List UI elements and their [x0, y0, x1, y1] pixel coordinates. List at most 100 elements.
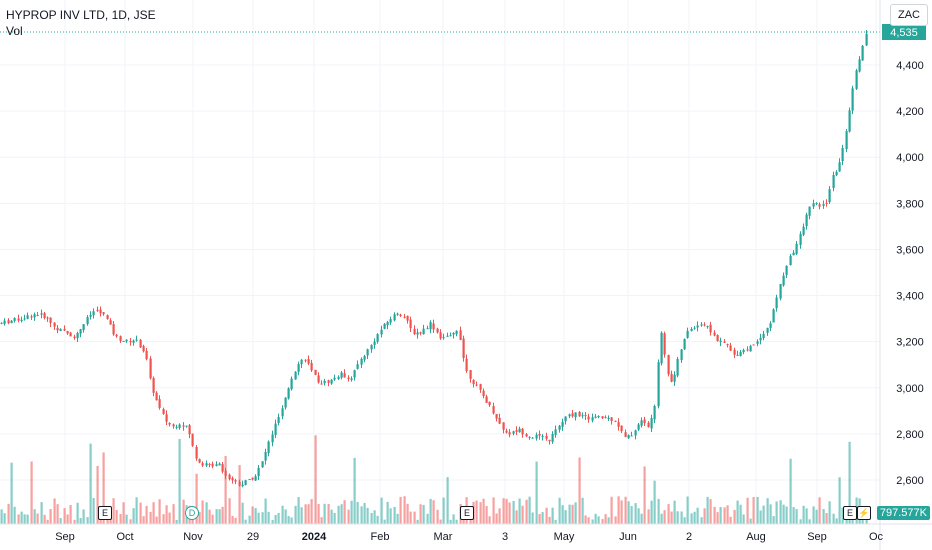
candle-body: [79, 329, 82, 334]
earnings-event-marker[interactable]: E: [843, 506, 857, 520]
volume-value-badge: 797.577K: [876, 506, 930, 520]
volume-bar: [690, 513, 693, 524]
volume-bar: [739, 504, 742, 524]
volume-bar: [449, 519, 452, 524]
volume-bar: [238, 465, 241, 524]
candle-body: [102, 312, 105, 315]
candle-body: [479, 384, 482, 390]
volume-bar: [785, 506, 788, 524]
volume-bar: [46, 519, 49, 524]
volume-bar: [805, 508, 808, 524]
volume-bar: [749, 518, 752, 524]
candle-body: [360, 358, 363, 365]
volume-bar: [426, 513, 429, 524]
volume-legend-label[interactable]: Vol: [6, 24, 23, 38]
dividend-event-marker[interactable]: D: [185, 506, 199, 520]
candle-body: [624, 432, 627, 437]
volume-bar: [20, 511, 23, 524]
candle-body: [284, 397, 287, 408]
candle-body: [363, 356, 366, 360]
volume-bar: [7, 503, 10, 524]
candle-body: [419, 332, 422, 334]
symbol-title[interactable]: HYPROP INV LTD, 1D, JSE: [6, 8, 156, 22]
volume-bar: [17, 514, 20, 524]
currency-button[interactable]: ZAC: [890, 4, 928, 26]
volume-bar: [271, 519, 274, 524]
candle-body: [719, 340, 722, 343]
y-tick-label: 4,200: [896, 106, 924, 118]
volume-bar: [63, 508, 66, 524]
volume-bar: [558, 497, 561, 524]
candle-body: [657, 362, 660, 407]
candle-body: [581, 415, 584, 417]
volume-bar: [363, 502, 366, 524]
volume-bar: [3, 513, 6, 524]
volume-bar: [832, 513, 835, 524]
volume-bar: [614, 516, 617, 524]
volume-bar: [673, 500, 676, 524]
volume-bar: [76, 502, 79, 524]
candle-body: [155, 392, 158, 401]
candle-body: [769, 323, 772, 328]
candle-body: [838, 162, 841, 172]
volume-bar: [756, 496, 759, 524]
volume-bar: [403, 496, 406, 524]
volume-bar: [578, 457, 581, 524]
candle-body: [353, 370, 356, 378]
price-axis[interactable]: 2,600 2,800 3,000 3,200 3,400 3,600 3,800 4,000…: [896, 60, 924, 487]
candle-body: [168, 422, 171, 425]
volume-bar: [822, 509, 825, 524]
candle-body: [175, 426, 178, 428]
volume-bar: [56, 504, 59, 524]
volume-bar: [294, 505, 297, 524]
time-axis[interactable]: Sep Oct Nov 29 2024 Feb Mar 3 May Jun 2 Aug Sep Oc: [55, 531, 883, 543]
candle-body: [775, 297, 778, 309]
x-tick-label: Jun: [619, 531, 637, 543]
volume-bar: [512, 500, 515, 524]
volume-bar: [630, 506, 633, 524]
volume-bar: [703, 508, 706, 524]
volume-bar: [224, 456, 227, 524]
volume-bar: [26, 514, 29, 524]
candle-body: [310, 362, 313, 371]
volume-bar: [350, 500, 353, 524]
volume-bar: [182, 499, 185, 524]
volume-bar: [455, 519, 458, 524]
volume-bar: [775, 501, 778, 524]
volume-bar: [274, 514, 277, 524]
volume-bar: [657, 498, 660, 524]
volume-bar: [495, 513, 498, 524]
volume-bar: [482, 498, 485, 524]
candle-body: [772, 309, 775, 323]
volume-bar: [627, 501, 630, 524]
volume-bar: [848, 441, 851, 524]
volume-bar: [132, 508, 135, 524]
volume-bar: [215, 509, 218, 524]
candle-body: [300, 359, 303, 365]
candle-body: [172, 424, 175, 427]
volume-bar: [597, 516, 600, 524]
volume-bar: [637, 508, 640, 524]
candle-body: [594, 416, 597, 418]
candle-body: [158, 399, 161, 408]
earnings-event-marker[interactable]: E: [98, 506, 112, 520]
candle-body: [488, 401, 491, 405]
volume-bar: [505, 498, 508, 524]
x-tick-label: 3: [502, 531, 508, 543]
volume-bar: [370, 512, 373, 524]
candle-body: [525, 434, 528, 437]
volume-bar: [564, 510, 567, 524]
volume-bar: [406, 503, 409, 524]
candle-body: [231, 477, 234, 481]
volume-bar: [290, 517, 293, 524]
volume-bar: [525, 499, 528, 524]
earnings-event-marker[interactable]: E: [460, 506, 474, 520]
candle-body: [82, 324, 85, 331]
split-event-marker[interactable]: ⚡: [857, 506, 871, 520]
volume-bar: [241, 502, 244, 524]
volume-bar: [69, 505, 72, 524]
volume-bar: [528, 496, 531, 524]
volume-bar: [828, 501, 831, 524]
candle-body: [307, 359, 310, 364]
